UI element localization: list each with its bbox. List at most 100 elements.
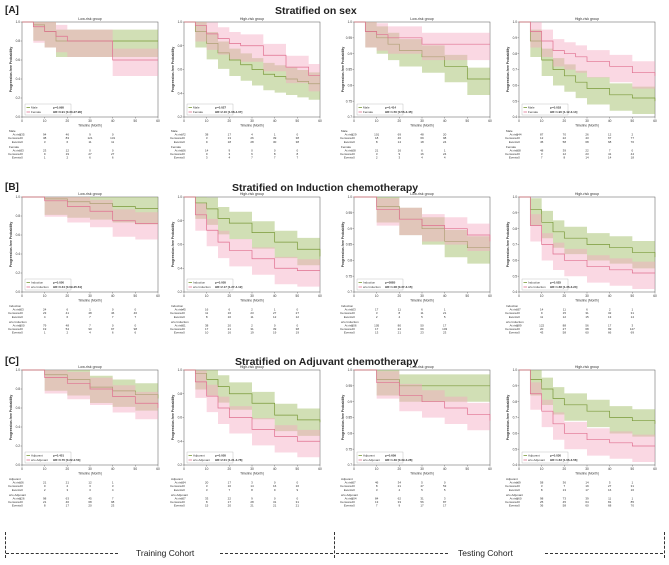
km-curve-1 — [184, 21, 320, 85]
legend-label: w/o Adjuvant — [363, 458, 380, 462]
risk-cell: 3 — [251, 481, 253, 485]
cohort-divider-mid — [334, 532, 335, 558]
risk-cell: 14 — [205, 149, 209, 153]
risk-cell: 47 — [420, 484, 424, 488]
x-tick-label: 40 — [273, 294, 277, 298]
risk-cell: 16 — [228, 311, 232, 315]
risk-cell: 160 — [516, 497, 521, 501]
x-tick-label: 30 — [585, 467, 589, 471]
risk-cell: 4 — [421, 156, 423, 160]
stat-label: p=0885 — [385, 281, 396, 285]
y-tick-label: 0.8 — [348, 259, 353, 263]
risk-cell: 3 — [541, 484, 543, 488]
risk-cell: 0 — [353, 331, 355, 335]
risk-cell: 54 — [66, 327, 70, 331]
x-tick-label: 10 — [375, 294, 379, 298]
risk-cell: 45 — [540, 140, 544, 144]
risk-row-label: Events — [344, 331, 354, 335]
risk-cell: 1 — [631, 481, 633, 485]
risk-cell: 0 — [206, 152, 208, 156]
risk-row-label: At risk — [175, 497, 184, 501]
stat-label: p=0.005 — [215, 281, 226, 285]
risk-cell: 20 — [88, 504, 92, 508]
risk-cell: 8 — [376, 140, 378, 144]
risk-row-label: Events — [344, 140, 354, 144]
risk-cell: 83 — [66, 136, 70, 140]
risk-cell: 3 — [206, 156, 208, 160]
x-tick-label: 60 — [318, 294, 322, 298]
risk-cell: 24 — [43, 308, 47, 312]
risk-row-label: Censored — [505, 484, 518, 488]
legend-label: w/o Adjuvant — [193, 458, 210, 462]
y-tick-label: 0.4 — [178, 266, 183, 270]
x-tick-label: 10 — [375, 119, 379, 123]
km-panel-b3: Low-risk group 0.7 0.75 0.8 0.85 0.9 0.95 1.0 0 1… — [340, 190, 495, 358]
legend-label: Adjuvant — [528, 454, 540, 458]
risk-cell: 4 — [44, 315, 46, 319]
y-tick-label: 0.85 — [346, 68, 352, 72]
cohort-divider-right — [664, 532, 665, 558]
x-tick-label: 50 — [134, 294, 138, 298]
risk-cell: 0 — [296, 497, 298, 501]
legend-label: w/o Induction — [31, 285, 49, 289]
risk-cell: 12 — [563, 315, 567, 319]
ci-band-2 — [22, 370, 158, 424]
risk-row-label: At risk — [510, 149, 519, 153]
risk-cell: 6 — [112, 156, 114, 160]
stat-label: p=0.451 — [53, 454, 64, 458]
x-tick-label: 20 — [398, 467, 402, 471]
risk-group-label: Female — [506, 145, 516, 149]
x-tick-label: 30 — [250, 294, 254, 298]
x-tick-label: 0 — [518, 294, 520, 298]
risk-cell: 28 — [352, 149, 356, 153]
risk-row-label: Censored — [170, 311, 183, 315]
x-tick-label: 20 — [563, 294, 567, 298]
risk-cell: 14 — [250, 484, 254, 488]
risk-cell: 67 — [608, 136, 612, 140]
risk-cell: 5 — [421, 315, 423, 319]
risk-cell: 77 — [631, 136, 635, 140]
legend-label: Induction — [363, 281, 376, 285]
risk-cell: 16 — [205, 308, 209, 312]
risk-cell: 58 — [563, 331, 567, 335]
risk-cell: 18 — [228, 140, 232, 144]
risk-cell: 12 — [563, 152, 567, 156]
x-tick-label: 10 — [205, 294, 209, 298]
risk-row-label: Censored — [505, 152, 518, 156]
risk-cell: 6 — [66, 308, 68, 312]
risk-cell: 0 — [21, 136, 23, 140]
risk-cell: 19 — [43, 327, 47, 331]
risk-cell: 9 — [274, 488, 276, 492]
risk-cell: 135 — [19, 133, 24, 137]
y-tick-label: 0.95 — [346, 36, 352, 40]
training-line-left — [6, 553, 118, 554]
y-tick-label: 0.8 — [513, 400, 518, 404]
risk-cell: 23 — [352, 308, 356, 312]
panel-title: Low-risk group — [78, 192, 102, 196]
panel-title: High-risk group — [575, 365, 599, 369]
y-tick-label: 1.0 — [348, 368, 353, 372]
y-tick-label: 1.0 — [16, 368, 21, 372]
risk-group-label: w/o Adjuvant — [171, 493, 188, 497]
risk-cell: 9 — [398, 152, 400, 156]
legend-box — [521, 451, 569, 464]
x-tick-label: 40 — [111, 294, 115, 298]
risk-cell: 0 — [353, 315, 355, 319]
risk-cell: 21 — [273, 504, 277, 508]
risk-cell: 13 — [563, 488, 567, 492]
risk-cell: 15 — [205, 504, 209, 508]
risk-cell: 12 — [540, 136, 544, 140]
y-tick-label: 0.5 — [513, 447, 518, 451]
risk-cell: 144 — [516, 133, 521, 137]
risk-cell: 0 — [21, 500, 23, 504]
risk-group-label: Adjuvant — [341, 477, 353, 481]
risk-group-label: Male — [171, 129, 178, 133]
risk-cell: 98 — [443, 136, 447, 140]
y-tick-label: 1.0 — [178, 195, 183, 199]
risk-row-label: At risk — [510, 308, 519, 312]
risk-cell: 7 — [296, 156, 298, 160]
legend-label: Male — [363, 106, 370, 110]
risk-row-label: Events — [509, 315, 519, 319]
y-axis-label: Progression-free Probability — [341, 222, 345, 268]
legend-label: Female — [193, 110, 203, 114]
